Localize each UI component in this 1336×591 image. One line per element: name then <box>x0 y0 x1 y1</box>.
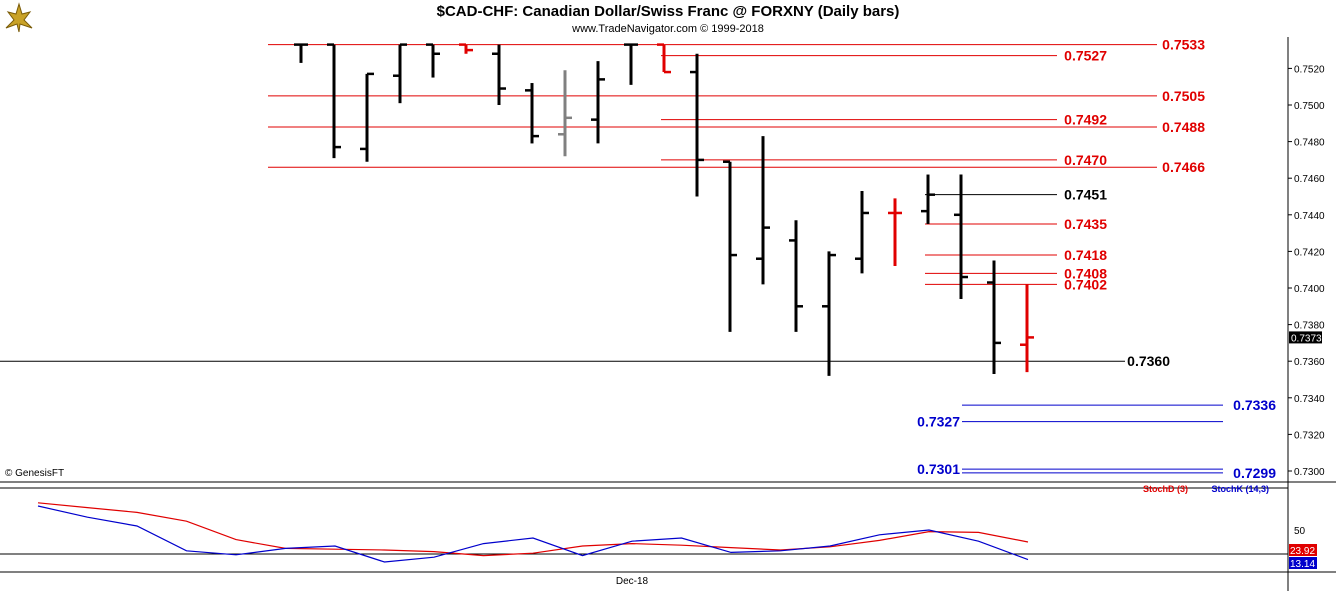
price-y-axis: 0.7300 0.7320 0.7340 0.7360 0.7380 0.7400 0.74… <box>1288 64 1325 478</box>
stoch-value-label: 13.14 <box>1290 559 1315 570</box>
y-tick-label: 0.7380 <box>1294 321 1325 332</box>
chart-frame <box>0 37 1336 591</box>
y-tick-label: 0.7440 <box>1294 211 1325 222</box>
y-tick-label: 0.7520 <box>1294 64 1325 75</box>
level-label: 0.7466 <box>1162 159 1205 175</box>
level-label: 0.7435 <box>1064 216 1107 232</box>
y-tick-label: 0.7460 <box>1294 174 1325 185</box>
y-tick-label: 0.7300 <box>1294 467 1325 478</box>
price-bars <box>294 43 1034 376</box>
y-tick-label: 0.7320 <box>1294 430 1325 441</box>
y-tick-label: 0.7400 <box>1294 284 1325 295</box>
level-label: 0.7451 <box>1064 187 1107 203</box>
stoch-value-badge <box>1289 557 1317 569</box>
level-label: 0.7418 <box>1064 247 1107 263</box>
y-tick-label: 0.7360 <box>1294 357 1325 368</box>
level-label: 0.7533 <box>1162 37 1205 53</box>
level-label: 0.7505 <box>1162 88 1205 104</box>
stoch-y-tick: 50 <box>1294 526 1306 537</box>
level-label: 0.7408 <box>1064 265 1107 281</box>
level-label: 0.7492 <box>1064 112 1107 128</box>
level-label: 0.7327 <box>917 414 960 430</box>
y-tick-label: 0.7480 <box>1294 138 1325 149</box>
level-label: 0.7402 <box>1064 276 1107 292</box>
level-label: 0.7488 <box>1162 119 1205 135</box>
level-lines: 0.7533 0.7527 0.7505 0.7492 0.7488 0.7470 0.74… <box>0 37 1276 481</box>
level-label: 0.7470 <box>1064 152 1107 168</box>
y-tick-label: 0.7420 <box>1294 247 1325 258</box>
stoch-value-label: 23.92 <box>1290 546 1315 557</box>
y-tick-label: 0.7500 <box>1294 101 1325 112</box>
x-axis-date-label: Dec-18 <box>616 576 649 587</box>
level-label: 0.7527 <box>1064 48 1107 64</box>
genesis-logo-icon <box>4 2 34 34</box>
level-label: 0.7299 <box>1233 465 1276 481</box>
chart-title: $CAD-CHF: Canadian Dollar/Swiss Franc @ … <box>436 3 900 20</box>
stochd-legend: StochD (3) <box>1143 484 1188 494</box>
last-price-label: 0.7373 <box>1291 333 1322 344</box>
chart-subtitle: www.TradeNavigator.com © 1999-2018 <box>572 23 764 35</box>
last-price-badge <box>1289 331 1322 344</box>
y-tick-label: 0.7340 <box>1294 394 1325 405</box>
stochastic-panel: 50 StochD (3) StochK (14,3) 23.92 13.14 Dec-1… <box>0 484 1317 587</box>
stoch-series-line <box>37 502 1029 557</box>
stoch-value-badge <box>1289 544 1317 556</box>
stoch-series-line <box>37 505 1029 563</box>
level-label: 0.7301 <box>917 461 960 477</box>
stochk-legend: StochK (14,3) <box>1211 484 1269 494</box>
level-label: 0.7336 <box>1233 397 1276 413</box>
data-credit: © GenesisFT <box>5 468 65 479</box>
level-label: 0.7360 <box>1127 353 1170 369</box>
